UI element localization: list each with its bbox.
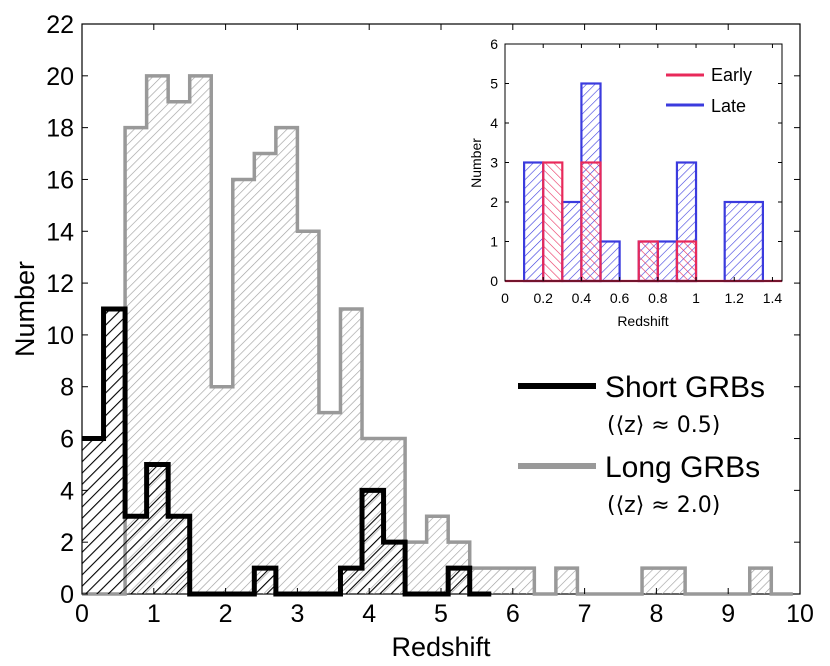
y-tick-label: 8	[60, 374, 74, 402]
y-tick-label: 16	[46, 166, 74, 194]
long-grb-bar	[125, 127, 147, 595]
late-bar	[561, 200, 583, 283]
long-grb-bar	[254, 153, 276, 594]
main-legend: Short GRBs (⟨z⟩ ≈ 0.5) Long GRBs (⟨z⟩ ≈ …	[518, 371, 765, 518]
long-grb-bar	[642, 568, 664, 594]
y-tick-label: 18	[46, 115, 74, 143]
inset-y-tick-label: 4	[490, 115, 498, 131]
inset-axes: 0 0.2 0.4 0.6 0.8 1 1.2 1.4 0 1 2 3 4 5 6	[490, 36, 782, 306]
short-grb-histogram	[82, 306, 492, 597]
short-grb-bar	[103, 309, 126, 594]
long-grb-bar	[168, 101, 190, 595]
long-grb-bar	[749, 568, 772, 594]
long-grb-bar	[318, 412, 341, 594]
legend-short-label: Short GRBs	[605, 371, 765, 404]
legend-late-label: Late	[711, 96, 746, 116]
short-grb-bar	[362, 490, 384, 594]
short-grb-bar	[254, 568, 276, 594]
short-grb-bar	[168, 516, 190, 594]
early-bar	[542, 161, 564, 283]
x-tick-label: 6	[506, 600, 520, 628]
long-grb-bar	[275, 127, 298, 595]
y-tick-label: 0	[60, 581, 74, 609]
legend-long-label: Long GRBs	[605, 451, 760, 484]
long-grb-bar	[211, 386, 233, 594]
inset-x-tick-label: 0.2	[533, 290, 553, 306]
long-grb-bar	[232, 179, 255, 595]
legend-short-note: (⟨z⟩ ≈ 0.5)	[607, 413, 720, 438]
inset-legend: Early Late	[666, 65, 752, 116]
x-tick-label: 4	[362, 600, 376, 628]
short-grb-bar	[125, 516, 147, 594]
y-tick-label: 6	[60, 426, 74, 454]
inset-y-tick-label: 0	[490, 273, 498, 289]
late-bar	[656, 240, 679, 283]
y-tick-label: 22	[46, 11, 74, 39]
short-grb-bar	[448, 568, 470, 594]
inset-x-tick-label: 0	[501, 290, 509, 306]
inset-y-tick-label: 3	[490, 155, 498, 171]
x-tick-label: 0	[75, 600, 89, 628]
early-bar	[675, 240, 698, 283]
long-grb-bar	[297, 231, 319, 595]
x-tick-label: 10	[786, 600, 814, 628]
short-grb-outline	[82, 306, 492, 597]
short-grb-bar	[383, 542, 406, 594]
y-axis-title: Number	[10, 261, 40, 357]
y-tick-label: 10	[46, 322, 74, 350]
long-grb-bar	[469, 568, 492, 594]
long-grb-bar	[555, 568, 578, 594]
long-grb-bar	[405, 542, 427, 594]
x-tick-label: 1	[147, 600, 161, 628]
short-grb-bar	[146, 464, 169, 594]
x-tick-label: 3	[290, 600, 304, 628]
late-bar	[523, 161, 545, 283]
y-tick-label: 2	[60, 529, 74, 557]
x-tick-label: 5	[434, 600, 448, 628]
x-tick-label: 7	[578, 600, 592, 628]
early-bar	[637, 240, 659, 283]
short-grb-bar	[82, 438, 104, 594]
y-tick-label: 20	[46, 63, 74, 91]
x-axis-title: Redshift	[391, 632, 491, 662]
long-grb-bar	[491, 568, 513, 594]
inset-y-axis-title: Number	[468, 138, 484, 188]
inset-x-tick-label: 0.4	[572, 290, 592, 306]
x-tick-label: 9	[721, 600, 735, 628]
late-bar	[723, 200, 764, 283]
x-tick-label: 2	[219, 600, 233, 628]
y-tick-label: 14	[46, 218, 74, 246]
long-grb-bar	[340, 309, 363, 594]
long-grb-bar	[512, 568, 535, 594]
early-bar	[580, 161, 602, 283]
x-tick-label: 8	[649, 600, 663, 628]
late-bar	[599, 240, 621, 283]
legend-early-label: Early	[711, 65, 752, 85]
inset-x-tick-label: 0.8	[648, 290, 668, 306]
y-tick-label: 4	[60, 477, 74, 505]
inset-y-tick-label: 5	[490, 76, 498, 92]
long-grb-bar	[663, 568, 686, 594]
inset-y-tick-label: 2	[490, 194, 498, 210]
inset-x-tick-label: 1.4	[763, 290, 783, 306]
inset-y-tick-label: 1	[490, 234, 498, 250]
legend-long-note: (⟨z⟩ ≈ 2.0)	[607, 493, 720, 518]
long-grb-bar	[189, 75, 212, 595]
inset-x-tick-label: 0.6	[610, 290, 630, 306]
short-grb-bar	[340, 568, 363, 594]
inset-x-tick-label: 1	[692, 290, 700, 306]
inset-y-tick-label: 6	[490, 36, 498, 52]
y-tick-label: 12	[46, 270, 74, 298]
inset-x-axis-title: Redshift	[617, 313, 668, 329]
inset-x-tick-label: 1.2	[725, 290, 745, 306]
long-grb-bar	[426, 516, 449, 594]
